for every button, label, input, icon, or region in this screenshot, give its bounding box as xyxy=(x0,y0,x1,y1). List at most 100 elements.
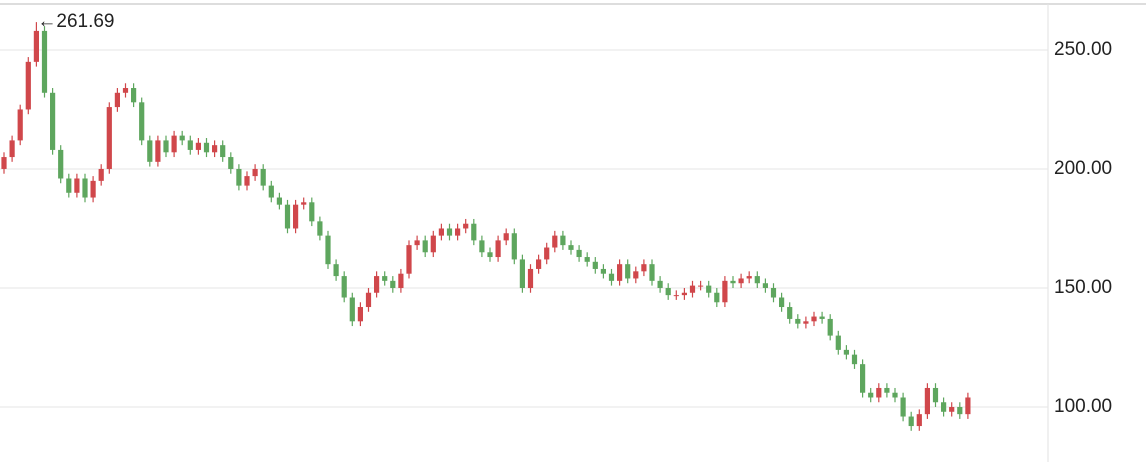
candle-body xyxy=(357,307,363,322)
candle-body xyxy=(228,157,234,169)
y-tick-label: 100.00 xyxy=(1054,396,1112,417)
max-annotation: ←261.69 xyxy=(37,11,114,32)
candle-body xyxy=(511,233,517,260)
candle-body xyxy=(479,240,485,253)
candle-body xyxy=(698,285,704,287)
candle-body xyxy=(1,157,7,169)
candle-body xyxy=(584,257,590,262)
candle-body xyxy=(74,178,80,193)
candle-body xyxy=(730,280,736,284)
candle-body xyxy=(244,176,250,186)
candle-body xyxy=(568,245,574,250)
candle-body xyxy=(633,271,639,279)
candle-body xyxy=(422,240,428,253)
candle-body xyxy=(33,30,39,62)
candle-body xyxy=(17,109,23,141)
candle-body xyxy=(98,168,104,181)
candle-body xyxy=(884,387,890,393)
candle-body xyxy=(131,88,137,103)
candle-body xyxy=(560,235,566,246)
candle-body xyxy=(503,233,509,241)
candle-body xyxy=(657,280,663,288)
candle-body xyxy=(430,235,436,253)
candle-body xyxy=(487,252,493,258)
candle-body xyxy=(390,280,396,288)
candle-body xyxy=(811,316,817,322)
candle-body xyxy=(374,276,380,293)
candle-body xyxy=(25,61,31,110)
candle-body xyxy=(649,264,655,281)
candle-body xyxy=(617,264,623,281)
candle-body xyxy=(41,30,48,93)
candle-body xyxy=(276,197,282,205)
candle-body xyxy=(317,221,323,236)
candle-body xyxy=(309,202,315,222)
candle-body xyxy=(406,245,412,274)
candle-body xyxy=(171,135,177,153)
candle-body xyxy=(122,88,129,93)
candle-body xyxy=(868,392,874,398)
candle-body xyxy=(876,387,882,398)
candle-body xyxy=(949,407,955,412)
candle-body xyxy=(179,135,185,141)
candle-body xyxy=(592,261,598,269)
candle-body xyxy=(293,204,299,229)
candle-body xyxy=(147,140,153,162)
candle-body xyxy=(106,107,112,169)
candle-body xyxy=(349,297,355,322)
candle-body xyxy=(860,364,866,393)
candle-body xyxy=(446,228,453,236)
candle-body xyxy=(908,416,914,427)
candle-body xyxy=(795,318,801,324)
candle-body xyxy=(220,145,226,158)
candle-body xyxy=(706,285,712,293)
candle-body xyxy=(495,240,501,258)
candle-body xyxy=(139,102,145,141)
candle-body xyxy=(114,92,120,108)
y-tick-label: 200.00 xyxy=(1054,158,1112,179)
candle-body xyxy=(284,204,291,229)
candle-body xyxy=(673,295,679,297)
candle-body xyxy=(957,407,963,415)
y-tick-label: 250.00 xyxy=(1054,39,1112,60)
candle-body xyxy=(90,180,96,198)
candle-body xyxy=(325,235,331,265)
candle-body xyxy=(916,414,922,427)
candle-body xyxy=(892,392,898,398)
candle-body xyxy=(924,387,930,415)
candle-body xyxy=(746,276,752,279)
candle-body xyxy=(58,149,64,179)
candle-body xyxy=(382,276,388,281)
candle-body xyxy=(762,283,768,288)
candle-body xyxy=(438,228,444,236)
candle-body xyxy=(519,259,525,288)
candle-body xyxy=(827,318,833,336)
candle-body xyxy=(835,335,841,350)
candle-body xyxy=(552,235,558,248)
candle-body xyxy=(9,140,15,158)
candle-body xyxy=(787,307,793,319)
candle-body xyxy=(754,276,760,284)
candle-body xyxy=(463,223,469,229)
candle-body xyxy=(681,292,687,296)
candle-body xyxy=(163,140,169,153)
candle-body xyxy=(600,268,606,274)
candle-body xyxy=(268,185,274,198)
candle-body xyxy=(365,292,372,308)
candle-body xyxy=(187,140,193,150)
candle-body xyxy=(203,142,210,153)
candle-body xyxy=(544,247,550,260)
candle-body xyxy=(414,240,420,246)
candle-body xyxy=(932,387,939,403)
candle-body xyxy=(665,287,671,296)
candle-body xyxy=(779,297,785,308)
candle-body xyxy=(66,178,72,193)
candle-body xyxy=(689,285,696,293)
candle-body xyxy=(843,349,849,355)
candle-body xyxy=(536,259,542,269)
candle-body xyxy=(471,223,477,241)
candle-body xyxy=(398,273,404,288)
candle-body xyxy=(155,140,161,162)
